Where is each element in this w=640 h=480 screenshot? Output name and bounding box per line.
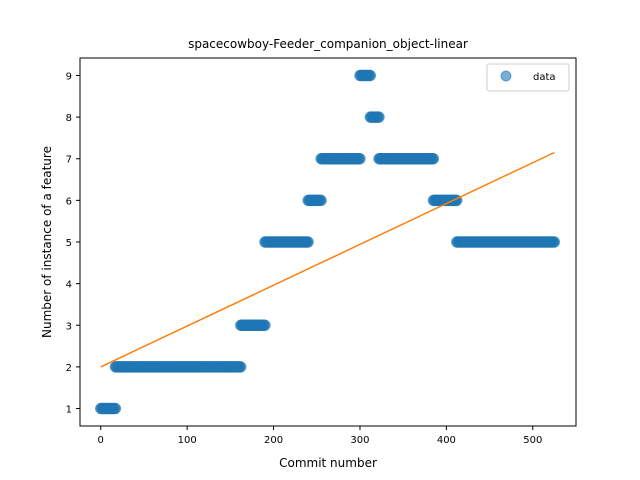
x-tick-label: 0: [98, 435, 104, 446]
data-point: [427, 152, 440, 165]
chart-title: spacecowboy-Feeder_companion_object-line…: [188, 37, 468, 51]
x-tick-label: 100: [178, 435, 197, 446]
data-point: [234, 361, 247, 373]
y-tick-label: 5: [66, 238, 72, 249]
data-point: [109, 402, 122, 415]
y-tick-label: 1: [66, 405, 72, 416]
legend-label-data: data: [533, 72, 556, 83]
data-point: [315, 194, 327, 207]
data-point: [548, 236, 561, 248]
data-point: [373, 111, 385, 123]
legend-marker-data: [500, 70, 512, 82]
x-tick-label: 200: [264, 435, 283, 446]
legend-box: [486, 63, 570, 92]
plot-marks: [94, 69, 561, 415]
x-tick-label: 300: [350, 435, 369, 446]
y-tick-label: 2: [66, 363, 72, 374]
y-tick-label: 3: [66, 321, 72, 332]
y-tick-label: 9: [66, 71, 72, 82]
y-tick-label: 4: [66, 280, 72, 291]
y-tick-label: 8: [66, 113, 72, 124]
data-point: [259, 319, 271, 332]
data-point: [354, 152, 366, 165]
legend: data: [486, 63, 570, 92]
data-point: [302, 236, 314, 248]
y-tick-label: 6: [66, 196, 72, 207]
x-tick-label: 500: [523, 435, 542, 446]
fit-line: [100, 151, 555, 368]
x-tick-label: 400: [437, 435, 456, 446]
data-point: [364, 69, 377, 82]
axes: 0 100 200 300 400 500 1 2 3 4 5 6 7 8 9: [66, 57, 577, 446]
y-axis-title: Number of instance of a feature: [40, 146, 54, 338]
x-axis-title: Commit number: [279, 456, 377, 470]
y-tick-label: 7: [66, 155, 72, 166]
